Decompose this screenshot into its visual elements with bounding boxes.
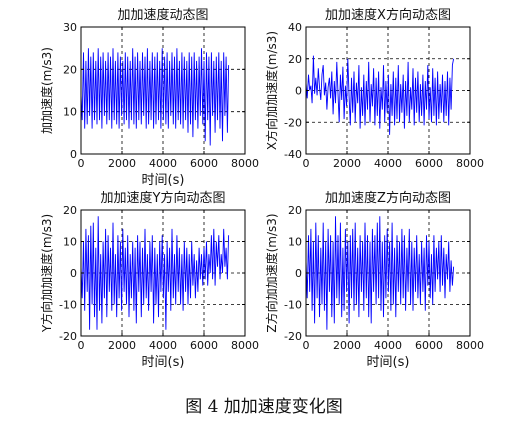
y-tick-label: 30 — [63, 21, 77, 34]
chart-title: 加加速度动态图 — [117, 7, 208, 23]
y-tick-label: -20 — [284, 116, 302, 129]
y-tick-label: 10 — [63, 106, 77, 119]
chart-2: 0 2000 4000 6000 8000 -40 -20 0 20 40 加加速度X方向动态图 X方… — [264, 7, 484, 170]
x-tick-label: 6000 — [415, 339, 443, 352]
y-axis-label: 加加速度(m/s3) — [39, 47, 54, 134]
x-tick-label: 2000 — [108, 339, 136, 352]
y-tick-label: 0 — [70, 267, 77, 280]
y-tick-label: 0 — [295, 267, 302, 280]
x-tick-label: 0 — [303, 339, 310, 352]
x-tick-label: 2000 — [333, 339, 361, 352]
chart-3: 0 2000 4000 6000 8000 -20 -10 0 10 20 加加速度Y方向动态图时间… — [39, 190, 259, 370]
chart-title: 加加速度Z方向动态图 — [325, 190, 451, 206]
x-tick-label: 8000 — [231, 157, 259, 170]
y-tick-label: -20 — [284, 330, 302, 343]
x-tick-label: 6000 — [415, 157, 443, 170]
x-tick-label: 0 — [78, 339, 85, 352]
x-tick-label: 8000 — [456, 339, 484, 352]
y-axis-label: Y方向加加速度(m/s3) — [39, 214, 54, 333]
y-tick-label: 40 — [288, 21, 302, 34]
series-line — [80, 48, 230, 146]
x-tick-label: 8000 — [456, 157, 484, 170]
series-line — [80, 216, 230, 330]
y-tick-label: -40 — [284, 148, 302, 161]
y-tick-label: 20 — [63, 204, 77, 217]
y-axis-label: X方向加加速度(m/s3) — [264, 31, 279, 150]
x-tick-label: 6000 — [190, 157, 218, 170]
series-line — [305, 216, 455, 330]
x-tick-label: 8000 — [231, 339, 259, 352]
x-tick-label: 0 — [78, 157, 85, 170]
chart-title: 加加速度Y方向动态图 — [101, 190, 226, 206]
y-tick-label: -10 — [59, 299, 77, 312]
y-tick-label: 20 — [288, 53, 302, 66]
x-axis-label: 时间(s) — [142, 355, 185, 370]
y-tick-label: -20 — [59, 330, 77, 343]
y-tick-label: 20 — [63, 63, 77, 76]
x-tick-label: 0 — [303, 157, 310, 170]
x-tick-label: 4000 — [149, 157, 177, 170]
x-tick-label: 2000 — [333, 157, 361, 170]
x-tick-label: 4000 — [374, 339, 402, 352]
figure-caption: 图 4 加加速度变化图 — [185, 397, 343, 417]
y-axis-label: Z方向加加速度(m/s3) — [264, 213, 279, 332]
series-line — [305, 55, 455, 135]
x-axis-label: 时间(s) — [367, 355, 410, 370]
x-tick-label: 4000 — [374, 157, 402, 170]
x-axis-label: 时间(s) — [142, 173, 185, 188]
x-tick-label: 2000 — [108, 157, 136, 170]
y-tick-label: 10 — [63, 236, 77, 249]
y-tick-label: 0 — [295, 85, 302, 98]
y-tick-label: 10 — [288, 236, 302, 249]
chart-4: 0 2000 4000 6000 8000 -20 -10 0 10 20 加加速度Z方向动态图时间… — [264, 190, 484, 370]
y-tick-label: -10 — [284, 299, 302, 312]
x-tick-label: 6000 — [190, 339, 218, 352]
chart-title: 加加速度X方向动态图 — [325, 7, 451, 23]
y-tick-label: 20 — [288, 204, 302, 217]
x-tick-label: 4000 — [149, 339, 177, 352]
y-tick-label: 0 — [70, 148, 77, 161]
